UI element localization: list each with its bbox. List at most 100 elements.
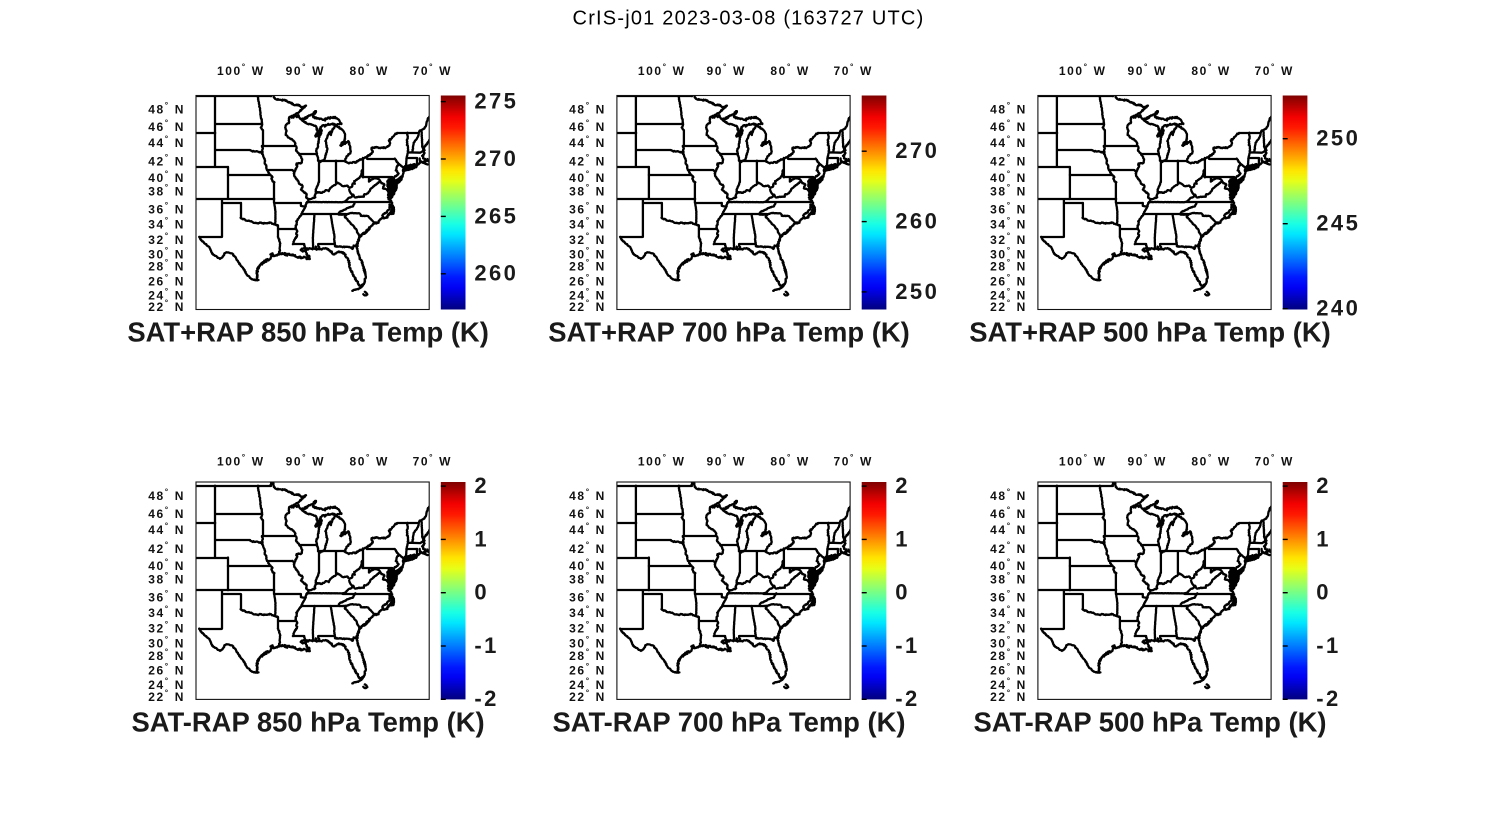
svg-text:48° N: 48° N <box>148 487 185 504</box>
svg-text:40° N: 40° N <box>990 169 1027 186</box>
svg-text:270: 270 <box>474 146 518 171</box>
svg-text:30° N: 30° N <box>148 245 185 262</box>
svg-text:32° N: 32° N <box>569 619 606 636</box>
svg-text:1: 1 <box>474 526 489 551</box>
svg-text:270: 270 <box>895 138 939 163</box>
svg-text:48° N: 48° N <box>148 100 185 117</box>
svg-text:42° N: 42° N <box>148 152 185 169</box>
svg-text:34° N: 34° N <box>569 603 606 620</box>
svg-text:70° W: 70° W <box>413 452 452 469</box>
svg-text:0: 0 <box>1316 580 1331 605</box>
svg-text:36° N: 36° N <box>569 200 606 217</box>
svg-text:40° N: 40° N <box>569 556 606 573</box>
svg-text:42° N: 42° N <box>990 539 1027 556</box>
svg-text:38° N: 38° N <box>990 570 1027 587</box>
svg-text:44° N: 44° N <box>148 133 185 150</box>
svg-text:SAT+RAP 500 hPa Temp (K): SAT+RAP 500 hPa Temp (K) <box>969 317 1331 348</box>
svg-text:250: 250 <box>895 279 939 304</box>
svg-text:100° W: 100° W <box>1059 61 1107 78</box>
svg-text:22° N: 22° N <box>990 688 1027 705</box>
svg-text:36° N: 36° N <box>990 588 1027 605</box>
svg-text:42° N: 42° N <box>148 539 185 556</box>
svg-text:90° W: 90° W <box>1127 452 1166 469</box>
svg-text:30° N: 30° N <box>148 634 185 651</box>
svg-text:90° W: 90° W <box>1127 61 1166 78</box>
svg-text:30° N: 30° N <box>990 245 1027 262</box>
svg-text:38° N: 38° N <box>148 182 185 199</box>
svg-text:-1: -1 <box>1316 633 1340 658</box>
svg-text:70° W: 70° W <box>1254 452 1293 469</box>
svg-text:26° N: 26° N <box>569 272 606 289</box>
svg-text:30° N: 30° N <box>990 634 1027 651</box>
svg-text:44° N: 44° N <box>569 521 606 538</box>
svg-text:38° N: 38° N <box>569 182 606 199</box>
svg-text:260: 260 <box>474 261 518 286</box>
svg-text:22° N: 22° N <box>569 688 606 705</box>
svg-text:SAT-RAP 500 hPa Temp (K): SAT-RAP 500 hPa Temp (K) <box>973 707 1326 738</box>
svg-text:22° N: 22° N <box>148 688 185 705</box>
svg-text:2: 2 <box>1316 473 1331 498</box>
svg-text:240: 240 <box>1316 296 1360 321</box>
svg-text:-1: -1 <box>474 633 498 658</box>
svg-text:32° N: 32° N <box>569 230 606 247</box>
svg-text:28° N: 28° N <box>990 646 1027 663</box>
svg-text:38° N: 38° N <box>990 182 1027 199</box>
svg-text:26° N: 26° N <box>148 272 185 289</box>
svg-text:-1: -1 <box>895 633 919 658</box>
svg-text:34° N: 34° N <box>148 603 185 620</box>
svg-text:70° W: 70° W <box>833 61 872 78</box>
svg-text:24° N: 24° N <box>148 676 185 693</box>
svg-text:38° N: 38° N <box>569 570 606 587</box>
svg-text:46° N: 46° N <box>569 504 606 521</box>
svg-text:30° N: 30° N <box>569 245 606 262</box>
svg-text:36° N: 36° N <box>148 200 185 217</box>
svg-text:28° N: 28° N <box>990 257 1027 274</box>
svg-text:44° N: 44° N <box>990 133 1027 150</box>
svg-text:70° W: 70° W <box>833 452 872 469</box>
svg-text:48° N: 48° N <box>569 487 606 504</box>
svg-text:26° N: 26° N <box>990 272 1027 289</box>
svg-text:26° N: 26° N <box>990 661 1027 678</box>
svg-text:44° N: 44° N <box>148 521 185 538</box>
svg-text:100° W: 100° W <box>638 452 686 469</box>
svg-text:SAT-RAP 850 hPa Temp (K): SAT-RAP 850 hPa Temp (K) <box>132 707 485 738</box>
svg-text:46° N: 46° N <box>569 117 606 134</box>
svg-text:90° W: 90° W <box>286 452 325 469</box>
svg-text:36° N: 36° N <box>569 588 606 605</box>
svg-text:24° N: 24° N <box>990 676 1027 693</box>
svg-text:2: 2 <box>474 473 489 498</box>
svg-text:28° N: 28° N <box>569 257 606 274</box>
svg-text:46° N: 46° N <box>990 117 1027 134</box>
svg-text:90° W: 90° W <box>706 61 745 78</box>
svg-text:100° W: 100° W <box>217 61 265 78</box>
svg-text:42° N: 42° N <box>990 152 1027 169</box>
svg-text:1: 1 <box>1316 526 1331 551</box>
svg-text:260: 260 <box>895 209 939 234</box>
svg-text:SAT+RAP 700 hPa Temp (K): SAT+RAP 700 hPa Temp (K) <box>548 317 910 348</box>
svg-text:90° W: 90° W <box>286 61 325 78</box>
svg-text:48° N: 48° N <box>569 100 606 117</box>
svg-text:42° N: 42° N <box>569 152 606 169</box>
svg-text:24° N: 24° N <box>990 286 1027 303</box>
svg-text:80° W: 80° W <box>770 452 809 469</box>
svg-text:275: 275 <box>474 89 518 114</box>
svg-text:32° N: 32° N <box>148 619 185 636</box>
svg-text:48° N: 48° N <box>990 100 1027 117</box>
svg-text:1: 1 <box>895 526 910 551</box>
svg-text:24° N: 24° N <box>569 286 606 303</box>
svg-text:2: 2 <box>895 473 910 498</box>
svg-text:40° N: 40° N <box>148 169 185 186</box>
svg-text:100° W: 100° W <box>638 61 686 78</box>
svg-text:-2: -2 <box>474 686 498 711</box>
svg-text:32° N: 32° N <box>148 230 185 247</box>
svg-text:CrIS-j01 2023-03-08 (163727 UT: CrIS-j01 2023-03-08 (163727 UTC) <box>573 8 925 30</box>
svg-text:42° N: 42° N <box>569 539 606 556</box>
svg-text:80° W: 80° W <box>349 452 388 469</box>
svg-text:100° W: 100° W <box>217 452 265 469</box>
svg-text:28° N: 28° N <box>569 646 606 663</box>
svg-text:30° N: 30° N <box>569 634 606 651</box>
svg-text:70° W: 70° W <box>413 61 452 78</box>
svg-text:90° W: 90° W <box>706 452 745 469</box>
svg-text:22° N: 22° N <box>148 298 185 315</box>
svg-text:-2: -2 <box>1316 686 1340 711</box>
